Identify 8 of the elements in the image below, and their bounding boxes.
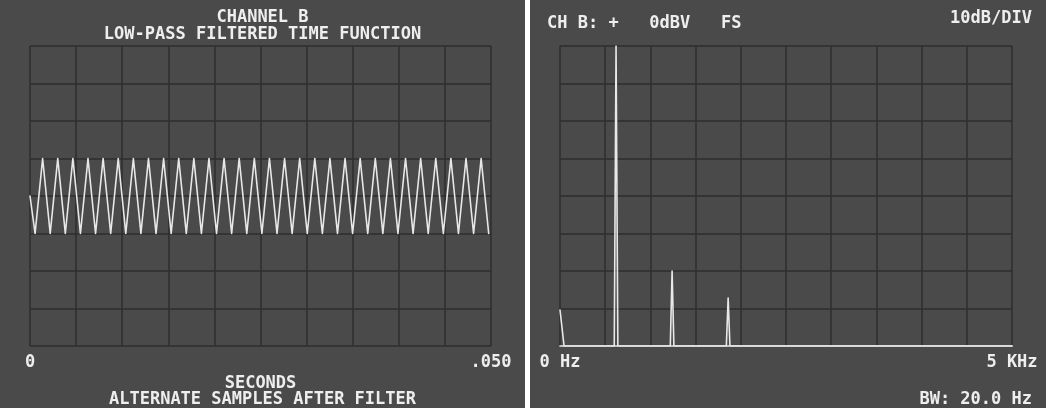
- text: 10dB/DIV: [950, 6, 1033, 27]
- text: BW: 20.0 Hz: [919, 387, 1033, 408]
- chart-title: CH B: + 0dBV FS: [547, 11, 742, 32]
- x-tick-label: 0 Hz: [539, 350, 581, 371]
- x-tick-label: .050: [470, 350, 512, 371]
- text: ALTERNATE SAMPLES AFTER FILTER: [108, 387, 417, 408]
- x-tick-label: 5 KHz: [986, 350, 1038, 371]
- x-tick-label: 0: [24, 350, 36, 371]
